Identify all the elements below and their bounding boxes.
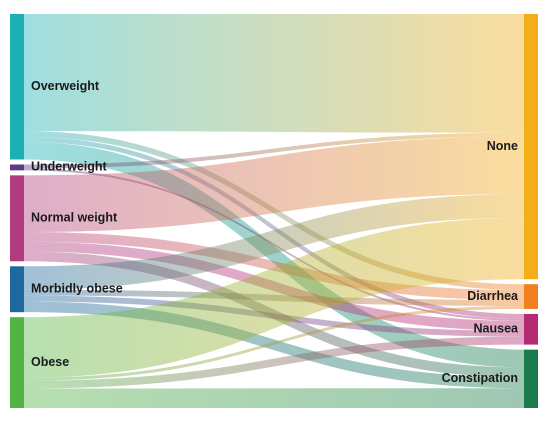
source-node-underweight[interactable] <box>10 164 24 171</box>
link-overweight-to-constipation[interactable] <box>24 141 524 368</box>
source-node-overweight[interactable] <box>10 14 24 160</box>
target-node-nausea[interactable] <box>524 313 538 345</box>
target-node-constipation[interactable] <box>524 349 538 408</box>
link-obese-to-none[interactable] <box>24 217 524 378</box>
source-node-normal[interactable] <box>10 175 24 262</box>
links-layer <box>24 14 524 408</box>
target-label-none: None <box>487 139 518 153</box>
nodes-layer <box>10 14 538 408</box>
link-underweight-to-none[interactable] <box>24 132 524 169</box>
link-morbid-to-none[interactable] <box>24 194 524 290</box>
target-label-diarrhea: Diarrhea <box>467 289 519 303</box>
target-label-nausea: Nausea <box>474 322 520 336</box>
source-label-overweight: Overweight <box>31 79 100 93</box>
link-overweight-to-none[interactable] <box>24 14 524 133</box>
link-obese-to-diarrhea[interactable] <box>24 305 524 381</box>
link-obese-to-constipation[interactable] <box>24 388 524 408</box>
link-normal-to-none[interactable] <box>24 136 524 232</box>
source-label-normal: Normal weight <box>31 211 118 225</box>
link-overweight-to-nausea[interactable] <box>24 137 524 319</box>
link-obese-to-nausea[interactable] <box>24 336 524 389</box>
target-node-diarrhea[interactable] <box>524 284 538 309</box>
link-morbid-to-constipation[interactable] <box>24 301 524 389</box>
target-label-constipation: Constipation <box>442 371 518 385</box>
target-node-none[interactable] <box>524 14 538 280</box>
source-label-underweight: Underweight <box>31 160 108 174</box>
source-node-obese[interactable] <box>10 317 24 408</box>
link-normal-to-diarrhea[interactable] <box>24 231 524 301</box>
source-node-morbid[interactable] <box>10 266 24 313</box>
labels-layer: Overweight Underweight Normal weight Morbid… <box>31 79 519 385</box>
source-label-morbid: Morbidly obese <box>31 282 123 296</box>
source-label-obese: Obese <box>31 355 69 369</box>
